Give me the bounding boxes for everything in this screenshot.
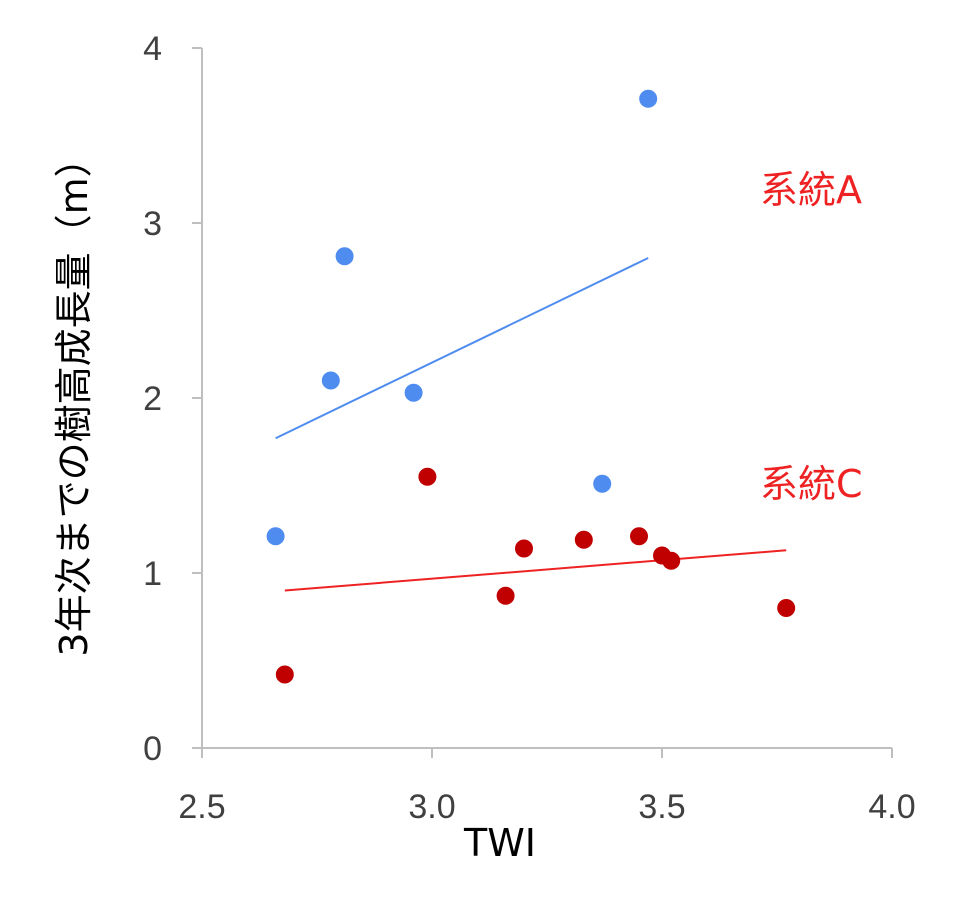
y-tick-label: 0 — [143, 730, 162, 768]
labels: TWI 3年次までの樹高成長量（m） 系統A 系統C — [52, 139, 863, 865]
y-axis-title: 3年次までの樹高成長量（m） — [52, 139, 96, 656]
data-point-series-c — [275, 665, 294, 684]
data-point-series-c — [662, 551, 681, 570]
x-tick-label: 2.5 — [178, 788, 225, 826]
y-tick-label: 3 — [143, 205, 162, 243]
data-point-series-a — [404, 383, 423, 402]
data-point-series-a — [335, 247, 354, 266]
y-tick-label: 4 — [143, 30, 162, 68]
data-point-series-a — [593, 474, 612, 493]
trendline-series-a — [275, 257, 649, 440]
trendline-series-c — [284, 549, 787, 592]
y-tick-label: 1 — [143, 555, 162, 593]
data-point-series-c — [777, 599, 796, 617]
y-tick-label: 2 — [143, 380, 162, 418]
data-point-series-c — [630, 527, 648, 546]
series-label-a: 系統A — [760, 168, 862, 212]
data-point-series-a — [321, 371, 340, 390]
x-axis-title: TWI — [463, 821, 536, 865]
series-label-c: 系統C — [760, 462, 863, 506]
ticks: 0 1 2 3 4 2.5 3.0 3.5 4.0 — [143, 30, 916, 826]
data-point-series-a — [266, 527, 285, 546]
axes — [201, 48, 892, 749]
x-tick-label: 4.0 — [868, 788, 915, 826]
x-tick-label: 3.5 — [638, 788, 685, 826]
data-point-series-a — [639, 89, 658, 108]
points — [266, 89, 796, 684]
trendlines — [275, 257, 787, 592]
data-point-series-c — [515, 539, 533, 558]
data-point-series-c — [418, 467, 437, 486]
data-point-series-c — [496, 586, 515, 605]
data-point-series-c — [574, 530, 593, 549]
x-tick-label: 3.0 — [408, 788, 455, 826]
